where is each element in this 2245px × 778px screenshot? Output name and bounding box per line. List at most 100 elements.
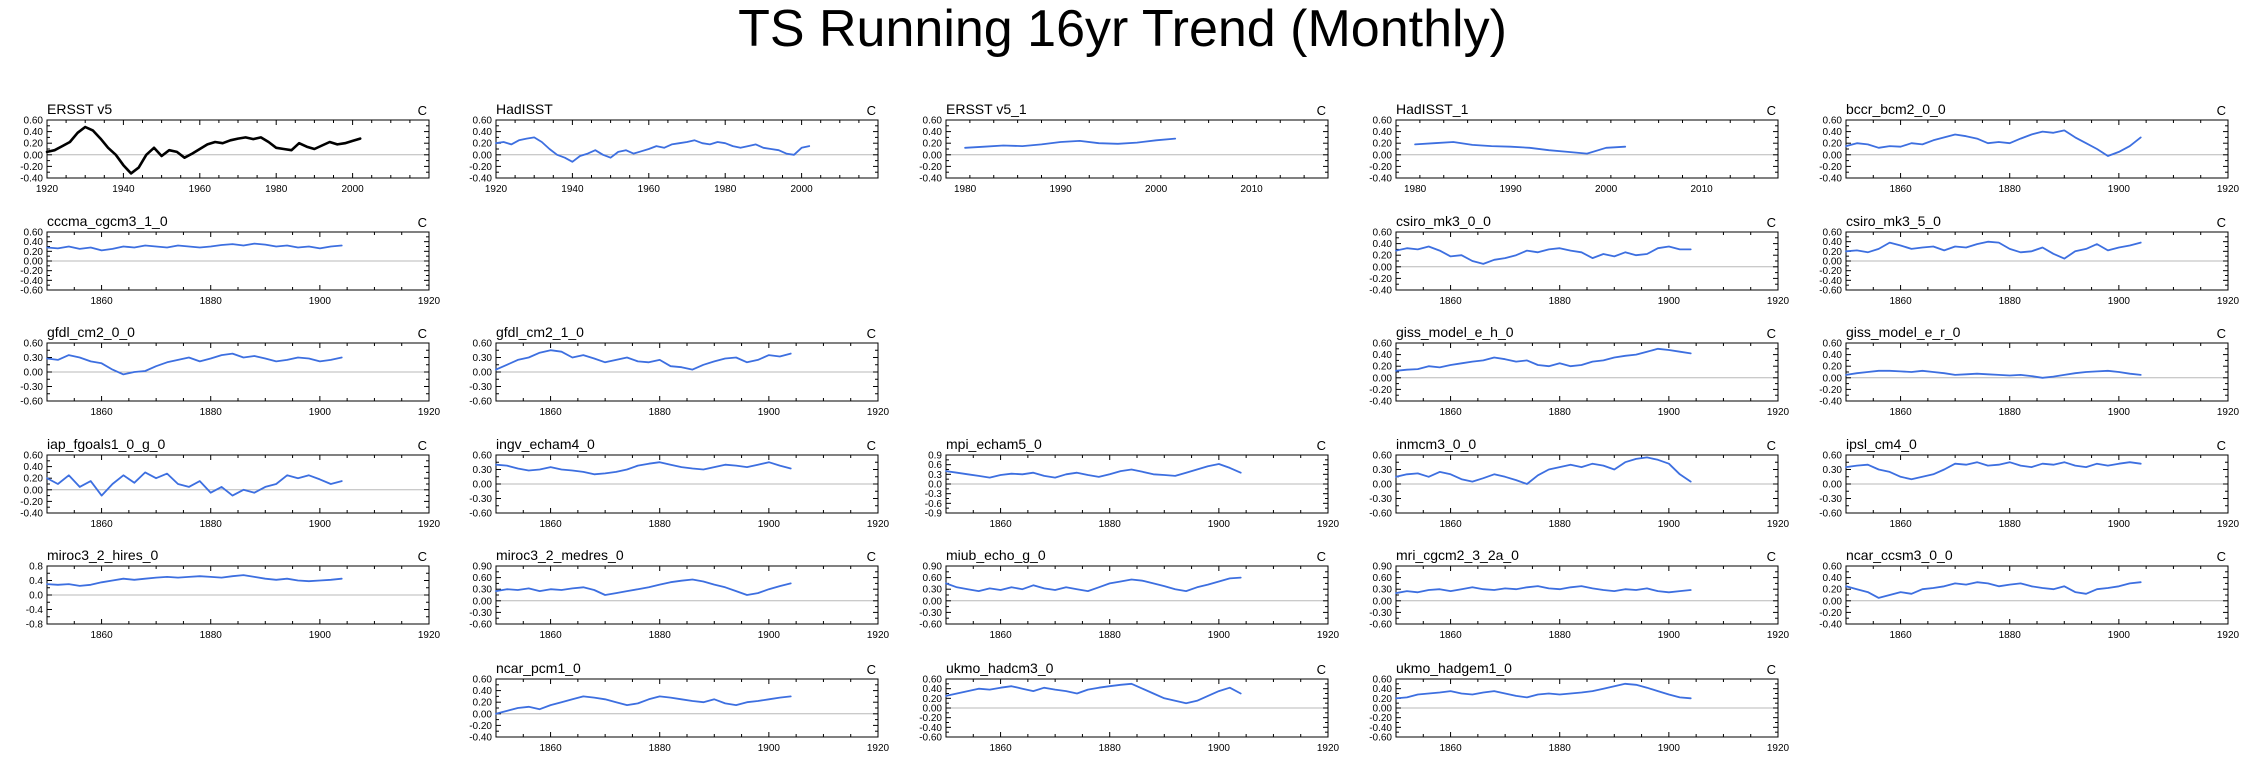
x-tick-label: 1880 <box>1549 407 1572 418</box>
series-line <box>495 349 792 371</box>
y-tick-label: 0.60 <box>1823 339 1843 350</box>
x-tick-label: 1880 <box>1549 519 1572 530</box>
series-line <box>1414 141 1627 155</box>
x-tick-label: 1900 <box>1658 407 1681 418</box>
x-tick-label: 1860 <box>539 630 562 641</box>
chart-panel: HadISST_1 C 0.600.400.200.00-0.20-0.40 1980… <box>1369 101 1779 195</box>
panel-units: C <box>1317 438 1326 453</box>
x-tick-label: 1900 <box>758 519 781 530</box>
x-tick-label: 1920 <box>1317 743 1340 754</box>
panel-units: C <box>867 662 876 677</box>
x-tick-label: 1860 <box>1439 743 1462 754</box>
x-tick-label: 1900 <box>2108 296 2131 307</box>
series-line <box>1395 347 1692 372</box>
y-tick-label: 0.00 <box>1373 704 1393 715</box>
y-tick-label: 0.00 <box>1823 150 1843 161</box>
x-tick-label: 1860 <box>1439 519 1462 530</box>
x-tick-label: 1900 <box>2108 407 2131 418</box>
x-tick-label: 1880 <box>200 630 223 641</box>
x-tick-label: 2010 <box>1690 184 1713 195</box>
x-tick-label: 1900 <box>309 630 332 641</box>
y-tick-label: 0.40 <box>1823 350 1843 361</box>
panel-title: miroc3_2_hires_0 <box>47 547 158 563</box>
y-tick-label: 0.30 <box>24 353 44 364</box>
x-tick-label: 1960 <box>189 184 212 195</box>
chart-panel: mri_cgcm2_3_2a_0 C 0.900.600.300.00-0.30-0… <box>1369 547 1789 641</box>
panel-units: C <box>1767 662 1776 677</box>
x-tick-label: 1920 <box>1767 407 1790 418</box>
x-tick-label: 1860 <box>1889 296 1912 307</box>
y-tick-label: 0.0 <box>928 480 942 491</box>
chart-panel: miub_echo_g_0 C 0.900.600.300.00-0.30-0.60… <box>919 547 1339 641</box>
y-tick-label: -0.60 <box>20 286 43 297</box>
x-tick-label: 1920 <box>418 407 441 418</box>
plot-frame <box>46 565 430 625</box>
y-tick-label: 0.40 <box>24 237 44 248</box>
x-tick-label: 1920 <box>1767 296 1790 307</box>
y-tick-label: 0.00 <box>24 368 44 379</box>
plot-frame <box>46 454 430 514</box>
x-tick-label: 1880 <box>200 296 223 307</box>
x-tick-label: 1990 <box>1049 184 1072 195</box>
chart-panel: ukmo_hadcm3_0 C 0.600.400.200.00-0.20-0.40… <box>919 660 1339 754</box>
plot-frame <box>46 342 430 402</box>
y-tick-label: -0.20 <box>1819 266 1842 277</box>
y-tick-label: -0.40 <box>20 276 43 287</box>
y-tick-label: 0.60 <box>1373 228 1393 239</box>
y-tick-label: -0.60 <box>1819 286 1842 297</box>
y-tick-label: 0.20 <box>1373 694 1393 705</box>
plot-frame <box>46 231 430 291</box>
chart-panel: gfdl_cm2_1_0 C 0.60 0.30 0.00 -0.30 -0.60 1860 1… <box>469 324 889 418</box>
y-tick-label: -0.60 <box>469 620 492 631</box>
x-tick-label: 1900 <box>309 407 332 418</box>
panel-units: C <box>418 438 427 453</box>
y-tick-label: -0.60 <box>919 620 942 631</box>
y-tick-label: 0.20 <box>1373 139 1393 150</box>
x-tick-label: 1880 <box>1099 630 1122 641</box>
y-tick-label: 0.20 <box>1823 585 1843 596</box>
chart-panel: gfdl_cm2_0_0 C 0.60 0.30 0.00 -0.30 -0.60 1860 1… <box>20 324 440 418</box>
y-tick-label: 0.20 <box>1373 251 1393 262</box>
y-tick-label: -0.20 <box>469 721 492 732</box>
y-tick-label: 0.30 <box>1823 465 1843 476</box>
y-tick-label: 0.6 <box>928 460 942 471</box>
plot-frame <box>1845 231 2229 291</box>
plot-frame <box>495 454 879 514</box>
x-tick-label: 1900 <box>2108 184 2131 195</box>
x-tick-label: 1980 <box>1404 184 1427 195</box>
y-tick-label: -0.60 <box>1369 733 1392 744</box>
x-tick-label: 1920 <box>36 184 59 195</box>
panel-title: iap_fgoals1_0_g_0 <box>47 436 166 452</box>
y-tick-label: 0.90 <box>1373 562 1393 573</box>
chart-panel: ncar_pcm1_0 C 0.600.400.200.00-0.20-0.40 18… <box>469 660 889 754</box>
x-tick-label: 1900 <box>758 407 781 418</box>
x-tick-label: 1860 <box>1889 519 1912 530</box>
panel-units: C <box>1317 662 1326 677</box>
panel-units: C <box>418 103 427 118</box>
y-tick-label: 0.00 <box>473 596 493 607</box>
y-tick-label: 0.90 <box>923 562 943 573</box>
series-line <box>46 471 343 497</box>
y-tick-label: 0.3 <box>928 470 942 481</box>
x-tick-label: 1920 <box>418 519 441 530</box>
x-tick-label: 1860 <box>90 519 113 530</box>
series-line <box>1845 369 2142 379</box>
y-tick-label: 0.20 <box>24 474 44 485</box>
x-tick-label: 1920 <box>2217 407 2240 418</box>
panel-units: C <box>1767 549 1776 564</box>
y-tick-label: 0.60 <box>473 451 493 462</box>
y-tick-label: 0.60 <box>24 116 44 127</box>
y-tick-label: 0.00 <box>473 480 493 491</box>
panel-title: csiro_mk3_5_0 <box>1846 213 1941 229</box>
x-tick-label: 1880 <box>1549 296 1572 307</box>
y-tick-label: 0.60 <box>923 116 943 127</box>
x-tick-label: 1920 <box>485 184 508 195</box>
x-tick-label: 1960 <box>638 184 661 195</box>
panel-units: C <box>418 326 427 341</box>
x-tick-label: 1860 <box>1889 184 1912 195</box>
series-line <box>1395 682 1692 700</box>
y-tick-label: 0.8 <box>29 562 43 573</box>
y-tick-label: -0.20 <box>919 162 942 173</box>
panel-title: giss_model_e_h_0 <box>1396 324 1514 340</box>
